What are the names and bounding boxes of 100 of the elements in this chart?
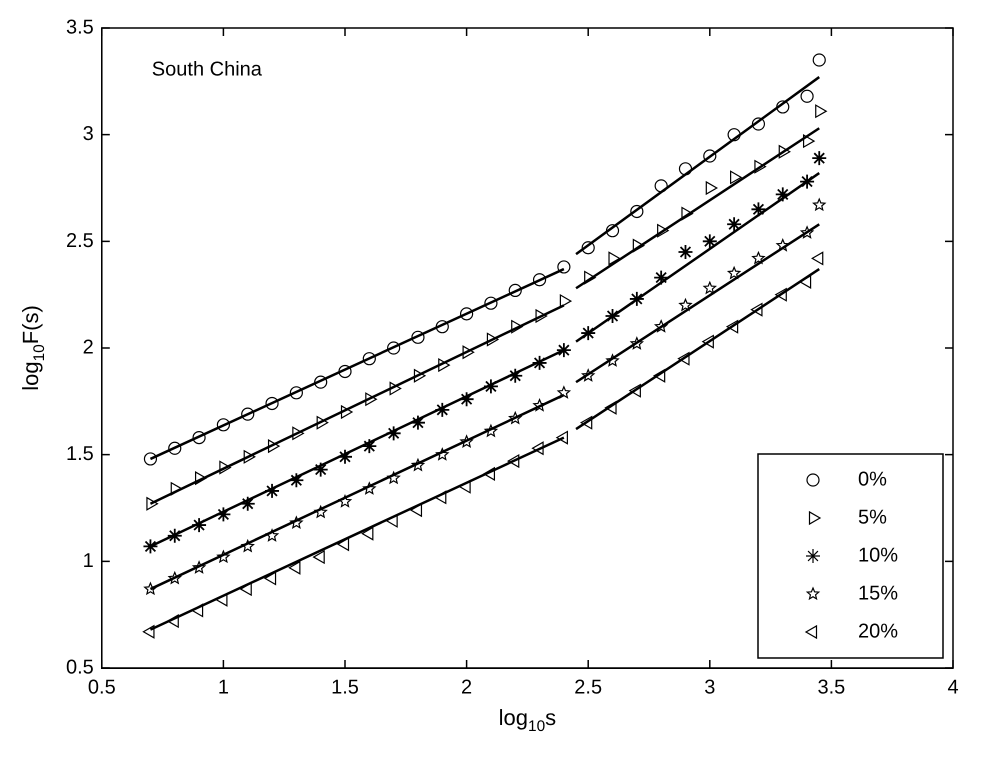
point: [557, 260, 570, 274]
point: [628, 291, 645, 307]
point: [678, 244, 694, 260]
point: [168, 572, 182, 584]
point: [630, 337, 644, 350]
legend-label: 15%: [858, 582, 898, 605]
point: [217, 550, 230, 563]
point: [288, 472, 304, 488]
point: [774, 186, 791, 202]
point: [338, 495, 352, 508]
point: [483, 378, 499, 394]
annotation: South China: [152, 58, 263, 81]
point: [363, 482, 376, 494]
legend-label: 20%: [858, 620, 898, 643]
point: [800, 90, 814, 103]
point: [192, 561, 206, 574]
legend-label: 0%: [858, 468, 888, 491]
point: [508, 412, 522, 424]
y-tick-label: 0.5: [66, 656, 94, 679]
point: [410, 414, 426, 431]
point: [460, 435, 473, 448]
point: [653, 270, 670, 286]
point: [532, 273, 546, 286]
y-tick-label: 2: [82, 336, 94, 359]
point: [337, 448, 353, 465]
point: [558, 386, 570, 398]
point: [216, 506, 232, 522]
point: [314, 506, 327, 518]
point: [290, 386, 303, 400]
y-tick-label: 2.5: [66, 230, 94, 252]
point: [582, 241, 595, 254]
point: [436, 320, 449, 334]
point: [812, 198, 826, 211]
point: [168, 442, 182, 455]
point: [434, 402, 450, 418]
point: [387, 472, 400, 484]
point: [264, 483, 280, 499]
point: [312, 462, 329, 478]
point: [484, 296, 498, 310]
point: [580, 325, 596, 341]
point: [361, 438, 378, 454]
point: [678, 162, 692, 176]
point: [266, 529, 278, 542]
x-tick-label: 3: [704, 676, 716, 699]
point: [314, 376, 328, 389]
point: [776, 239, 790, 252]
point: [728, 128, 741, 142]
point: [752, 252, 765, 264]
x-tick-label: 2.5: [574, 676, 602, 699]
point: [458, 391, 474, 408]
y-axis-title: log10F(s): [18, 305, 48, 391]
point: [811, 150, 828, 166]
point: [412, 458, 424, 471]
point: [582, 369, 595, 382]
y-tick-label: 1.5: [66, 443, 94, 466]
point: [191, 517, 207, 533]
legend-label: 5%: [858, 506, 888, 529]
point: [338, 364, 352, 378]
point: [556, 342, 572, 358]
point: [362, 352, 376, 366]
point: [144, 452, 158, 466]
point: [265, 396, 279, 410]
point: [703, 149, 716, 163]
x-tick-label: 1: [218, 676, 229, 699]
point: [702, 233, 718, 250]
legend-label: 10%: [858, 544, 898, 567]
point: [460, 307, 474, 320]
point: [728, 266, 740, 279]
point: [241, 540, 254, 552]
point: [654, 179, 668, 192]
point: [654, 320, 668, 332]
y-tick-label: 1: [82, 550, 94, 572]
point: [436, 448, 449, 460]
point: [606, 354, 619, 366]
point: [703, 282, 716, 294]
point: [533, 399, 546, 412]
y-tick-label: 3.5: [66, 16, 94, 39]
x-tick-label: 4: [947, 676, 959, 699]
y-tick-label: 3: [82, 123, 94, 146]
point: [604, 308, 620, 324]
point: [484, 424, 498, 437]
point: [411, 330, 425, 344]
point: [799, 174, 815, 190]
x-tick-label: 2: [461, 676, 472, 699]
point: [752, 117, 766, 131]
point: [679, 298, 692, 311]
point: [606, 224, 620, 238]
point: [144, 582, 157, 595]
point: [507, 368, 524, 384]
point: [726, 216, 742, 232]
x-tick-label: 1.5: [331, 676, 359, 699]
point: [216, 418, 230, 432]
point: [387, 341, 400, 355]
point: [290, 516, 303, 528]
point: [241, 408, 254, 421]
point: [776, 100, 790, 114]
point: [386, 425, 402, 442]
point: [142, 538, 158, 554]
point: [750, 201, 766, 218]
point: [630, 204, 644, 218]
